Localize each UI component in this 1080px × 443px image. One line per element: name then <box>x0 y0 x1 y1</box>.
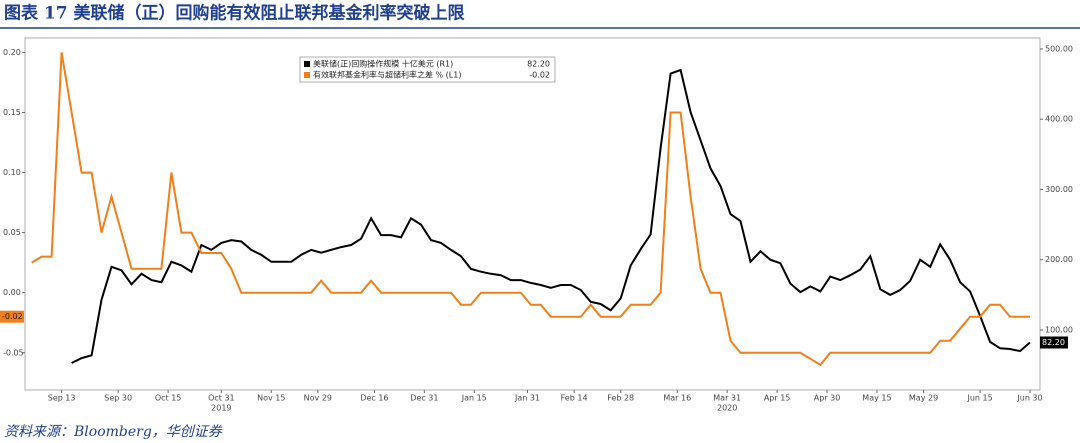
legend-label: 有效联邦基金利率与超储利率之差 % (L1) <box>313 70 461 80</box>
x-tick-label: Oct 15 <box>155 394 182 403</box>
chart-title: 图表 17 美联储（正）回购能有效阻止联邦基金利率突破上限 <box>4 3 465 24</box>
x-year-label: 2020 <box>717 404 737 413</box>
y-tick-label: 0.00 <box>3 288 21 297</box>
y-tick-label: 0.05 <box>3 228 21 237</box>
y2-tick-label: 100.00 <box>1045 325 1073 334</box>
x-tick-label: Apr 15 <box>764 394 791 403</box>
legend-swatch <box>304 61 310 67</box>
x-tick-label: May 29 <box>909 394 938 403</box>
x-tick-label: Sep 30 <box>104 394 132 403</box>
x-tick-label: Nov 29 <box>304 394 332 403</box>
last-value-badge <box>0 310 24 323</box>
x-tick-label: Mar 31 <box>713 394 741 403</box>
x-tick-label: Jun 30 <box>1016 394 1042 403</box>
x-tick-label: Jan 31 <box>514 394 540 403</box>
plot-area <box>24 37 1041 391</box>
x-tick-label: Mar 16 <box>663 394 691 403</box>
series-line <box>31 52 1030 367</box>
x-tick-label: Jan 15 <box>461 394 487 403</box>
y2-tick-label: 500.00 <box>1045 44 1073 53</box>
y-tick-label: 0.20 <box>3 48 21 57</box>
source-note: 资料来源：Bloomberg，华创证券 <box>4 424 223 440</box>
series-line <box>71 68 1031 364</box>
legend-swatch <box>304 72 310 78</box>
x-tick-label: Apr 30 <box>814 394 841 403</box>
x-tick-label: Jun 15 <box>966 394 992 403</box>
legend-value: -0.02 <box>529 71 550 80</box>
y2-tick-label: 200.00 <box>1045 255 1073 264</box>
x-tick-label: Sep 13 <box>48 394 76 403</box>
x-tick-label: Feb 14 <box>561 394 588 403</box>
legend-label: 美联储(正)回购操作规模 十亿美元 (R1) <box>313 59 453 69</box>
y2-tick-label: 400.00 <box>1045 115 1073 124</box>
x-tick-label: Oct 31 <box>208 394 235 403</box>
last-value-badge <box>1040 336 1068 349</box>
x-tick-label: Dec 31 <box>410 394 438 403</box>
last-value-label: -0.02 <box>2 312 23 321</box>
legend-value: 82.20 <box>527 60 550 69</box>
last-value-label: 82.20 <box>1042 338 1065 347</box>
y-tick-label: 0.15 <box>3 108 21 117</box>
x-year-label: 2019 <box>211 404 231 413</box>
x-tick-label: Feb 28 <box>607 394 634 403</box>
x-tick-label: Dec 16 <box>360 394 388 403</box>
y-tick-label: 0.10 <box>3 168 21 177</box>
x-tick-label: Nov 15 <box>257 394 285 403</box>
legend-box <box>299 56 556 83</box>
y2-tick-label: 300.00 <box>1045 185 1073 194</box>
x-tick-label: May 15 <box>862 394 891 403</box>
y-tick-label: -0.05 <box>3 348 24 357</box>
